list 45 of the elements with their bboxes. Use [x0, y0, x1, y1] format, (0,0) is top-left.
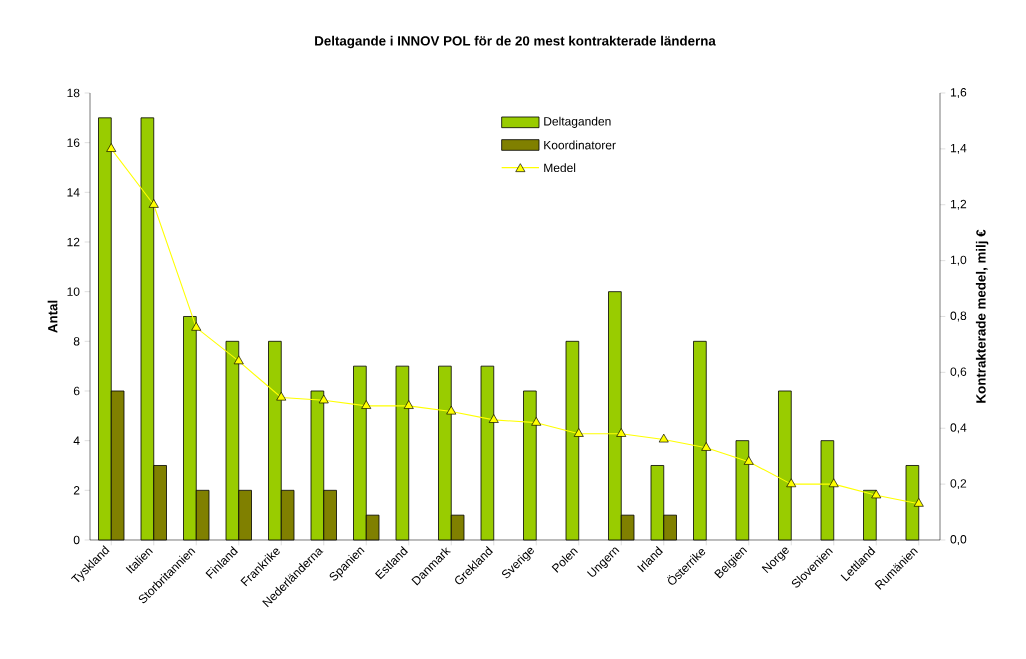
- y2-tick-label: 1,2: [950, 199, 967, 210]
- point: [106, 143, 117, 152]
- y2-tick-label: 1,6: [950, 88, 967, 98]
- legend-label: Koordinatorer: [544, 140, 616, 150]
- y2-axis-title: Kontrakterade medel, milj €: [975, 229, 989, 403]
- point: [786, 478, 797, 488]
- y2-tick-label: 0,0: [950, 535, 967, 545]
- y-tick-label: 0: [73, 535, 80, 545]
- chart-title: Deltagande i INNOV POL för de 20 mest kontrakterade länderna: [315, 35, 716, 49]
- y-tick-label: 4: [73, 436, 80, 445]
- y-tick-label: 10: [67, 287, 80, 296]
- legend-label: Deltaganden: [544, 116, 611, 128]
- y-tick-label: 8: [73, 337, 80, 346]
- point: [701, 442, 712, 451]
- point: [446, 405, 457, 415]
- y2-tick-label: 1,0: [950, 255, 967, 266]
- point: [743, 456, 754, 465]
- point: [531, 416, 542, 426]
- point: [191, 321, 202, 331]
- point: [276, 391, 287, 401]
- y2-tick-label: 0,4: [950, 423, 967, 434]
- point: [658, 433, 669, 443]
- y-tick-label: 6: [73, 386, 80, 396]
- legend-label: Medel: [544, 163, 576, 173]
- point: [233, 355, 244, 365]
- point: [361, 400, 372, 409]
- y-tick-label: 18: [67, 88, 80, 98]
- point: [616, 428, 627, 437]
- point: [488, 414, 499, 423]
- point: [573, 428, 584, 437]
- y-tick-label: 14: [67, 188, 80, 197]
- y2-tick-label: 0,6: [950, 367, 967, 378]
- y2-tick-label: 0,8: [950, 311, 967, 322]
- point: [871, 489, 882, 499]
- point: [403, 400, 414, 409]
- y2-tick-label: 0,2: [950, 479, 967, 490]
- point: [148, 199, 159, 208]
- y-tick-label: 2: [73, 486, 80, 495]
- y-axis-title: Antal: [47, 300, 58, 333]
- y-tick-label: 16: [67, 138, 80, 147]
- y2-tick-label: 1,4: [950, 143, 967, 154]
- point: [913, 497, 924, 507]
- point: [828, 478, 839, 488]
- point: [318, 394, 329, 404]
- y-tick-label: 12: [67, 237, 80, 247]
